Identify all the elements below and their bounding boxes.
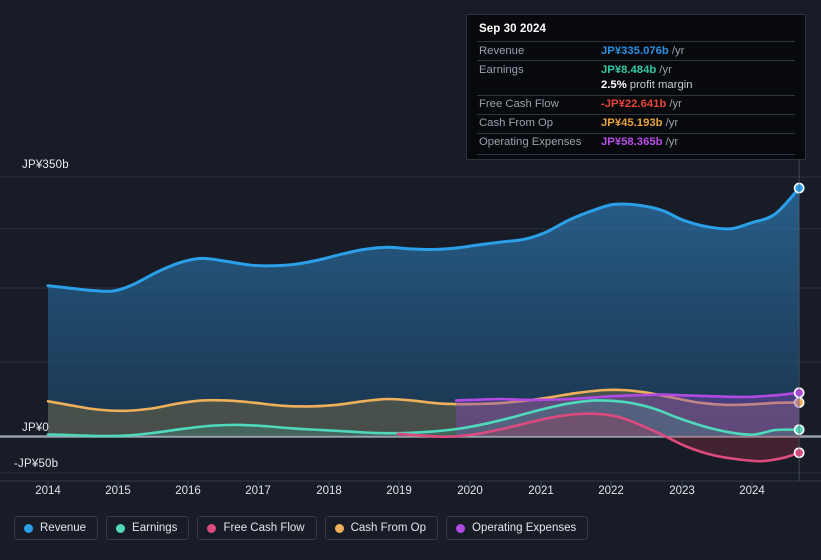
tooltip-row-label: Operating Expenses: [479, 136, 582, 148]
legend-color-dot-icon: [116, 523, 126, 533]
tooltip-row-value: JP¥58.365b: [601, 136, 663, 148]
tooltip-row-value: JP¥45.193b: [601, 117, 663, 129]
legend-color-dot-icon: [456, 523, 466, 533]
legend-item-revenue[interactable]: Revenue: [14, 516, 99, 540]
series-revenue: [46, 182, 805, 436]
tooltip-date: Sep 30 2024: [479, 23, 546, 35]
series-line: [396, 412, 801, 463]
series-line: [46, 399, 801, 438]
tooltip-row-unit: /yr: [665, 117, 679, 129]
tooltip-row: Revenue JP¥335.076b/yr: [477, 41, 795, 60]
x-axis-label: 2022: [598, 485, 624, 497]
x-axis-label: 2023: [669, 485, 695, 497]
x-axis-label: 2021: [528, 485, 554, 497]
legend-color-dot-icon: [207, 523, 217, 533]
y-axis-label-zero: JP¥0: [22, 422, 50, 434]
tooltip-row-value: JP¥8.484b: [601, 63, 657, 76]
x-axis-label: 2018: [316, 485, 342, 497]
series-area: [397, 413, 800, 462]
tooltip-row-value: 2.5%: [601, 79, 627, 91]
legend-item-label: Earnings: [132, 522, 178, 534]
x-axis: 2014 2015 2016 2017 2018 2019 2020 2021 2022 2023…: [0, 485, 821, 503]
x-axis-label: 2017: [245, 485, 271, 497]
tooltip-footer-rule: [477, 153, 795, 155]
series-line: [46, 388, 801, 413]
series-operating-expenses: [454, 387, 805, 436]
legend-item-earnings[interactable]: Earnings: [106, 516, 190, 540]
y-axis-label-top: JP¥350b: [22, 159, 69, 171]
legend-item-operating-expenses[interactable]: Operating Expenses: [446, 516, 589, 540]
legend-color-dot-icon: [334, 523, 344, 533]
tooltip-row: Free Cash Flow -JP¥22.641b/yr: [477, 94, 795, 114]
x-axis-label: 2016: [175, 485, 201, 497]
tooltip-row-label: Free Cash Flow: [479, 98, 559, 110]
series-area: [48, 400, 800, 436]
x-axis-label: 2024: [739, 485, 765, 497]
tooltip-row-unit: /yr: [659, 63, 672, 76]
legend-color-dot-icon: [24, 523, 33, 533]
chart-legend: Revenue Earnings Free Cash Flow Cash From O…: [14, 516, 589, 540]
tooltip-row-unit: /yr: [671, 44, 685, 57]
tooltip-row-unit: profit margin: [629, 79, 693, 91]
tooltip-row-value: -JP¥22.641b: [601, 98, 667, 110]
legend-item-label: Free Cash Flow: [223, 522, 305, 534]
data-tooltip: Sep 30 2024 Revenue JP¥335.076b/yr Earning…: [466, 14, 806, 160]
tooltip-row-unit: /yr: [665, 136, 679, 148]
legend-item-label: Cash From Op: [350, 522, 427, 534]
tooltip-rows: Revenue JP¥335.076b/yr Earnings JP¥8.484b/y…: [477, 41, 795, 152]
series-line: [454, 391, 801, 402]
series-line: [46, 186, 801, 293]
tooltip-row-value: JP¥335.076b: [601, 44, 669, 57]
tooltip-row: Operating Expenses JP¥58.365b/yr: [477, 132, 795, 152]
legend-item-label: Revenue: [40, 522, 87, 534]
x-axis-label: 2014: [35, 485, 61, 497]
x-axis-label: 2019: [386, 485, 412, 497]
legend-item-cash-from-op[interactable]: Cash From Op: [324, 516, 439, 540]
tooltip-row: Earnings JP¥8.484b/yr: [477, 60, 795, 79]
legend-item-free-cash-flow[interactable]: Free Cash Flow: [197, 516, 317, 540]
x-axis-label: 2020: [457, 485, 483, 497]
tooltip-row-label: Revenue: [479, 44, 525, 57]
tooltip-row: Cash From Op JP¥45.193b/yr: [477, 113, 795, 133]
y-axis-label-negative: -JP¥50b: [14, 458, 59, 470]
series-area: [48, 188, 800, 436]
legend-item-label: Operating Expenses: [472, 522, 577, 534]
tooltip-row-unit: /yr: [669, 98, 682, 110]
tooltip-row-label: Earnings: [479, 63, 524, 76]
series-area: [456, 392, 800, 436]
tooltip-row: 2.5% profit margin: [477, 79, 795, 95]
x-axis-label: 2015: [105, 485, 131, 497]
tooltip-row-label: Cash From Op: [479, 117, 554, 129]
